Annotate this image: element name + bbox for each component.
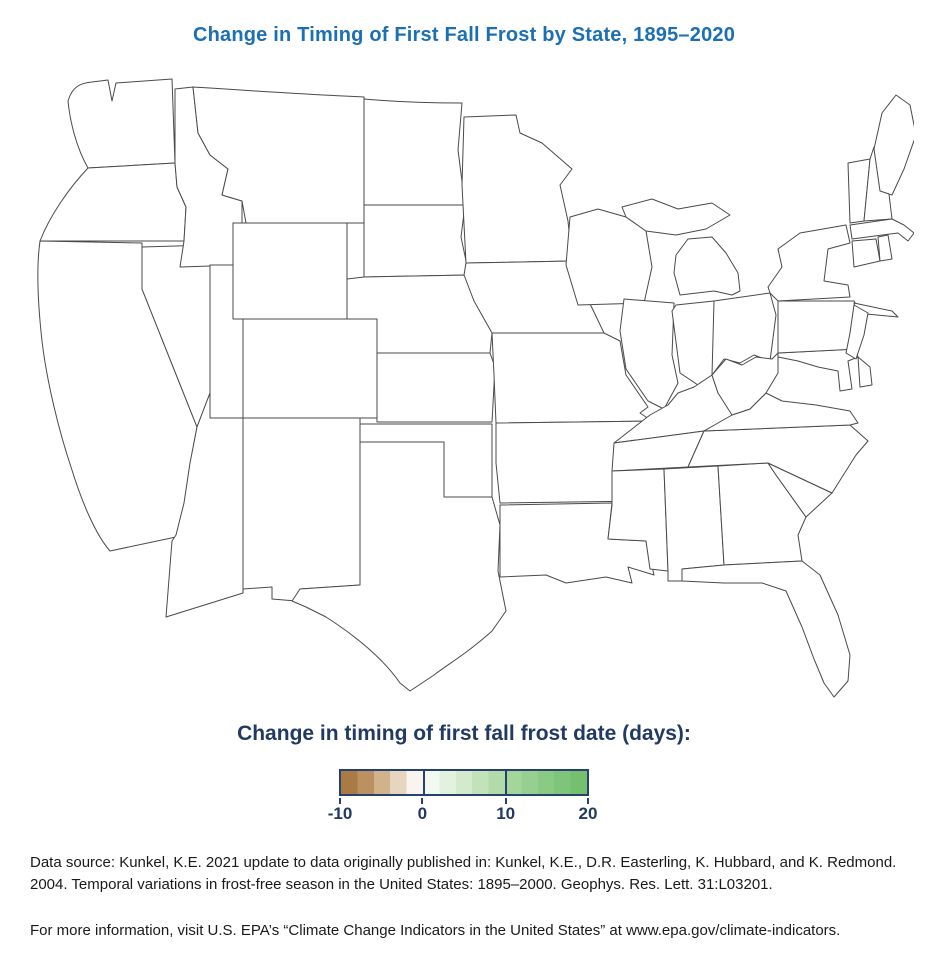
state-florida (681, 560, 851, 698)
legend-tick-label-0: 0 (417, 804, 428, 823)
state-maine (873, 94, 917, 196)
legend-tick-20 (587, 798, 589, 804)
state-rhode-island (877, 234, 893, 262)
state-connecticut (851, 238, 881, 268)
state-north-dakota (363, 98, 466, 206)
page-title: Change in Timing of First Fall Frost by … (192, 24, 736, 46)
state-massachusetts (849, 218, 915, 242)
state-missouri (491, 332, 653, 424)
state-colorado (242, 318, 378, 419)
legend-divider-0 (422, 771, 425, 794)
state-ohio (711, 292, 777, 376)
state-north-carolina (687, 424, 869, 494)
state-wyoming (232, 222, 348, 320)
legend: -10 0 10 20 (328, 769, 597, 827)
legend-tick-label-10: 10 (496, 804, 516, 823)
legend-title: Change in timing of first fall frost dat… (237, 722, 691, 745)
state-nebraska (346, 274, 493, 354)
state-kansas (376, 352, 496, 423)
legend-tick-neg10 (339, 798, 341, 804)
us-choropleth-map (14, 75, 917, 715)
state-michigan (621, 198, 741, 296)
footer-data-source: Data source: Kunkel, K.E. 2021 update to… (30, 854, 897, 893)
state-montana (192, 86, 365, 224)
state-indiana (671, 300, 715, 386)
state-california (37, 240, 198, 552)
state-alabama (663, 465, 725, 582)
legend-divider-10 (505, 771, 507, 794)
legend-tick-label-neg10: -10 (327, 804, 353, 823)
state-delaware (857, 356, 873, 388)
state-texas (291, 441, 507, 692)
state-minnesota (461, 114, 573, 264)
us-map-svg (37, 78, 917, 698)
state-wisconsin (565, 208, 653, 306)
footer-more-info: For more information, visit U.S. EPA’s “… (30, 922, 841, 939)
legend-tick-0 (421, 798, 424, 804)
state-new-mexico (242, 417, 361, 602)
state-oregon (39, 162, 187, 242)
state-washington (67, 78, 176, 169)
legend-tick-label-20: 20 (578, 804, 598, 823)
state-maryland (777, 348, 859, 392)
state-new-jersey (845, 304, 869, 360)
states-group (37, 78, 917, 698)
state-west-virginia (711, 352, 779, 416)
legend-colorbar (339, 769, 589, 796)
state-south-dakota (363, 204, 470, 278)
state-arizona (165, 392, 244, 618)
legend-tick-10 (504, 798, 507, 804)
